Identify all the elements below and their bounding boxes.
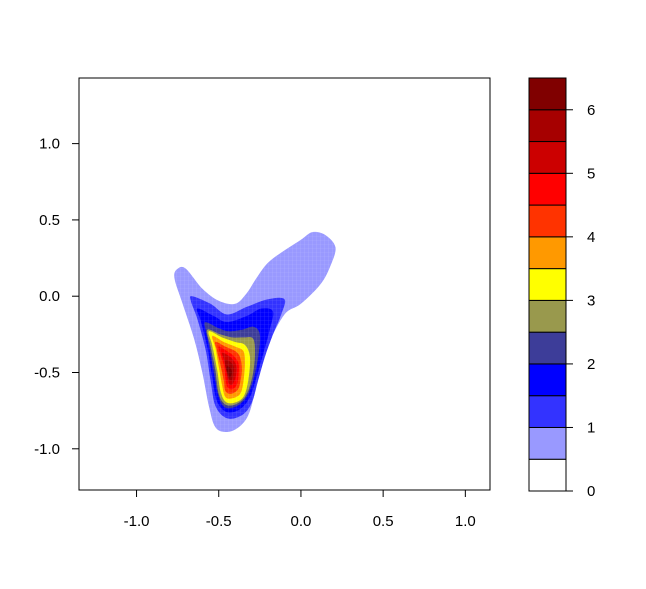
y-axis: -1.0 -0.5 0.0 0.5 1.0 — [34, 136, 80, 458]
contour-grid-overlay-6 — [226, 366, 232, 378]
x-tick-label: 1.0 — [455, 513, 476, 530]
colorbar: 0 1 2 3 4 5 6 — [528, 77, 595, 500]
y-tick-label: 1.0 — [39, 136, 60, 153]
x-axis: -1.0 -0.5 0.0 0.5 1.0 — [124, 489, 476, 530]
colorbar-tick-label: 5 — [587, 165, 595, 182]
colorbar-swatch — [528, 172, 567, 206]
colorbar-swatch — [528, 299, 567, 333]
colorbar-swatch — [528, 458, 567, 492]
plot-area — [174, 231, 336, 432]
colorbar-swatch — [528, 109, 567, 143]
colorbar-tick-label: 2 — [587, 356, 595, 373]
colorbar-swatch — [528, 331, 567, 365]
y-tick-label: 0.5 — [39, 212, 60, 229]
colorbar-swatch — [528, 77, 567, 111]
colorbar-tick-label: 3 — [587, 292, 595, 309]
colorbar-swatch — [528, 363, 567, 397]
colorbar-swatch — [528, 395, 567, 428]
colorbar-swatch — [528, 426, 567, 460]
colorbar-tick-label: 0 — [587, 483, 595, 500]
y-tick-label: -0.5 — [34, 365, 60, 382]
colorbar-swatch — [528, 236, 567, 270]
colorbar-tick-label: 4 — [587, 229, 595, 246]
colorbar-swatch — [528, 141, 567, 174]
colorbar-tick-label: 6 — [587, 102, 595, 119]
x-tick-label: -0.5 — [206, 513, 232, 530]
colorbar-tick-label: 1 — [587, 419, 595, 436]
x-tick-label: 0.0 — [291, 513, 312, 530]
colorbar-swatch — [528, 204, 567, 238]
x-tick-label: -1.0 — [124, 513, 150, 530]
colorbar-swatch — [528, 268, 567, 301]
y-tick-label: 0.0 — [39, 288, 60, 305]
x-tick-label: 0.5 — [373, 513, 394, 530]
y-tick-label: -1.0 — [34, 441, 60, 458]
